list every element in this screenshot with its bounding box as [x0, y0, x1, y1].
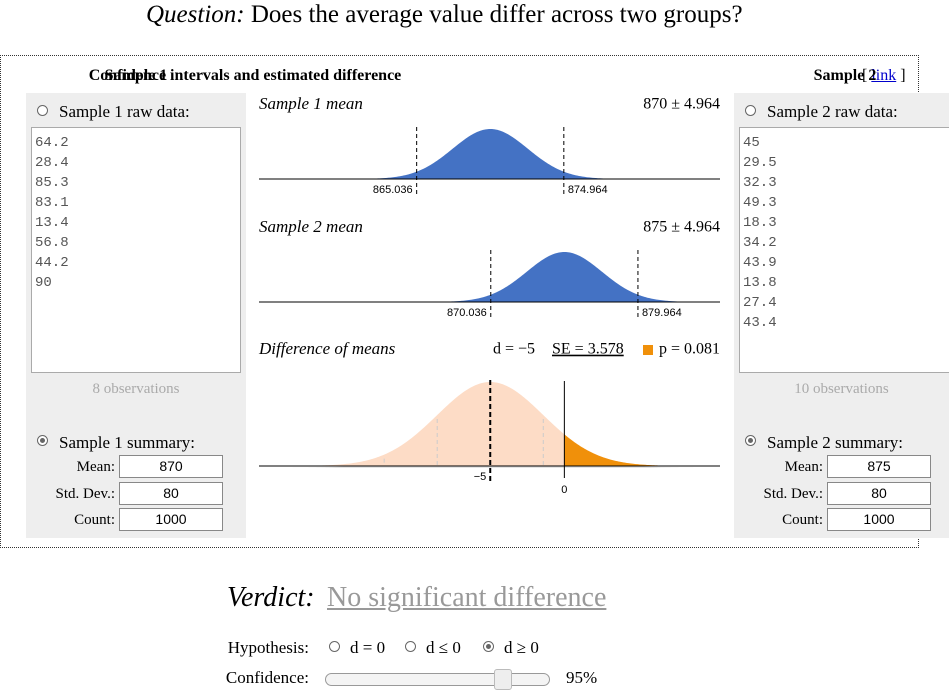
sample-header: Sample 2: [813, 67, 877, 84]
field-input[interactable]: 875: [827, 455, 931, 478]
raw-value: 44.2: [35, 255, 69, 271]
confidence-label: Confidence:: [225, 668, 309, 687]
raw-value: 43.4: [743, 315, 777, 331]
question-text: Does the average value differ across two…: [250, 1, 743, 28]
verdict-label: Verdict:: [227, 582, 315, 613]
raw-option: Sample 2 raw data:: [767, 102, 898, 121]
raw-value: 18.3: [743, 215, 777, 231]
observations: 10 observations: [794, 381, 889, 397]
sample-panel: Sample 2 raw data: 45 29.5 32.3 49.3 18.3 34.2…: [734, 93, 949, 538]
field-label: Mean:: [76, 459, 115, 475]
sample-header: Sample 1: [104, 67, 168, 84]
radio[interactable]: [37, 105, 48, 116]
link[interactable]: link: [871, 67, 897, 84]
raw-data[interactable]: 45 29.5 32.3 49.3 18.3 34.2 43.9 13.8 27.4 43.4: [739, 127, 949, 373]
raw-value: 43.9: [743, 255, 777, 271]
field-input[interactable]: 1000: [827, 508, 931, 531]
middle-header: Confidence intervals and estimated diffe…: [88, 67, 402, 84]
raw-value: 45: [743, 135, 760, 151]
raw-value: 49.3: [743, 195, 777, 211]
hypothesis-option: d ≥ 0: [504, 638, 539, 657]
raw-value: 34.2: [743, 235, 777, 251]
hypothesis-label: Hypothesis:: [227, 638, 309, 657]
raw-value: 90: [35, 275, 52, 291]
radio[interactable]: [37, 435, 48, 446]
field-label: Std. Dev.:: [763, 485, 823, 502]
observations: 8 observations: [92, 381, 180, 397]
bracket: ]: [900, 67, 906, 84]
raw-value: 32.3: [743, 175, 777, 191]
confidence-value: 95%: [566, 668, 598, 687]
slider-thumb[interactable]: [494, 669, 512, 690]
raw-value: 85.3: [35, 175, 69, 191]
radio[interactable]: [329, 641, 340, 652]
field-input[interactable]: 870: [119, 455, 223, 478]
sample-panel: Sample 1 raw data: 64.2 28.4 85.3 83.1 13.4 56…: [26, 93, 246, 538]
field-input[interactable]: 80: [119, 481, 223, 505]
raw-value: 13.4: [35, 215, 69, 231]
bracket: [: [862, 67, 868, 84]
raw-value: 56.8: [35, 235, 69, 251]
field-input[interactable]: 1000: [119, 508, 223, 531]
raw-value: 64.2: [35, 135, 69, 151]
field-label: Std. Dev.:: [55, 485, 115, 502]
raw-value: 27.4: [743, 295, 777, 311]
field-input[interactable]: 80: [827, 481, 931, 505]
raw-value: 13.8: [743, 275, 777, 291]
raw-data[interactable]: 64.2 28.4 85.3 83.1 13.4 56.8 44.2 90: [31, 127, 241, 373]
summary-option: Sample 1 summary:: [59, 433, 195, 452]
field-label: Count:: [782, 512, 823, 528]
field-label: Mean:: [784, 459, 823, 475]
radio[interactable]: [745, 435, 756, 446]
hypothesis-option: d ≤ 0: [426, 638, 461, 657]
verdict-text: No significant difference: [327, 582, 607, 613]
raw-value: 28.4: [35, 155, 69, 171]
raw-value: 83.1: [35, 195, 69, 211]
radio[interactable]: [745, 105, 756, 116]
summary-option: Sample 2 summary:: [767, 433, 903, 452]
question: Question: Does the average value differ …: [146, 2, 743, 28]
radio[interactable]: [405, 641, 416, 652]
question-label: Question:: [146, 1, 245, 28]
hypothesis-option: d = 0: [350, 638, 386, 657]
raw-value: 29.5: [743, 155, 777, 171]
field-label: Count:: [74, 512, 115, 528]
raw-option: Sample 1 raw data:: [59, 102, 190, 121]
slider-track[interactable]: [325, 673, 550, 686]
radio[interactable]: [483, 641, 494, 652]
link-group: [link]: [862, 66, 906, 86]
